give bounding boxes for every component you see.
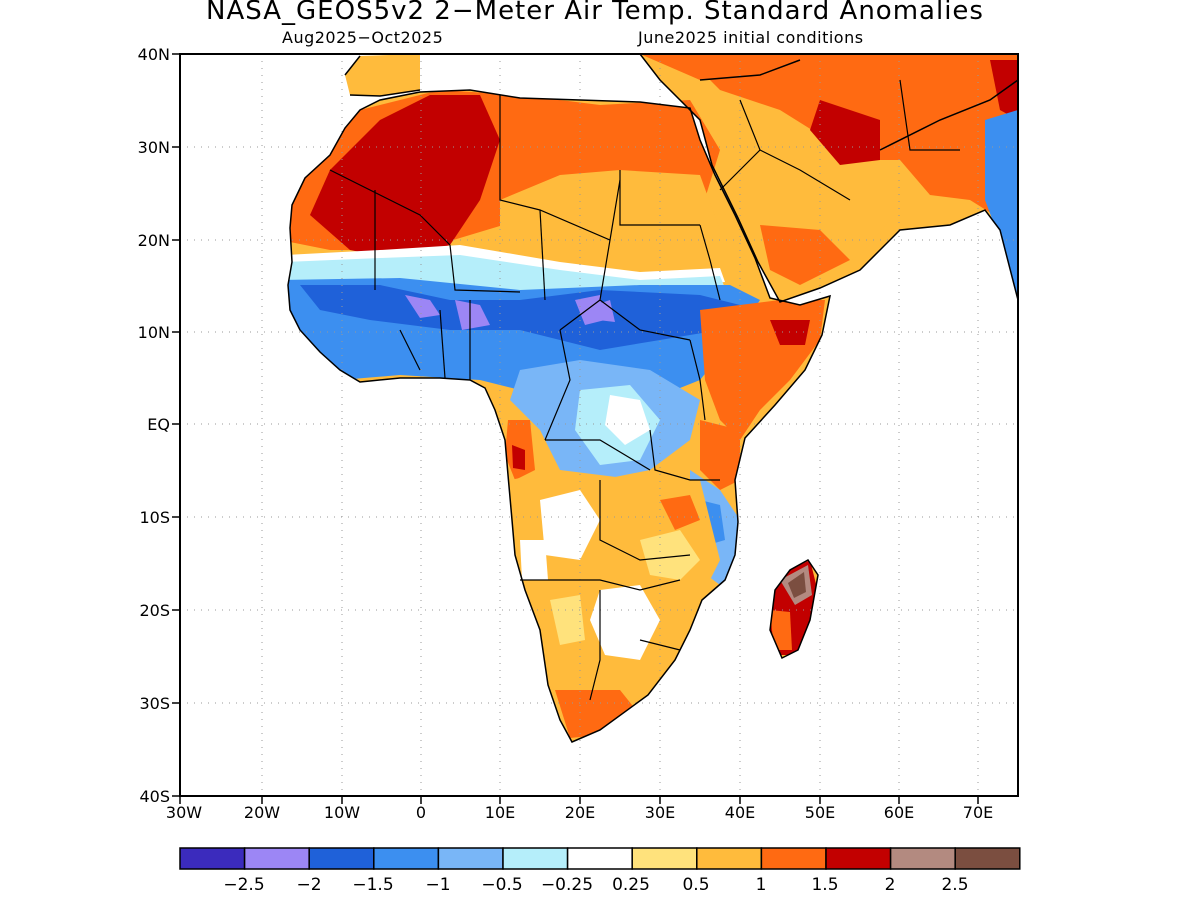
lat-label: 20N [138, 231, 170, 250]
colorbar-label: −1.5 [352, 875, 393, 895]
lon-label: 60E [884, 803, 914, 822]
lat-label: 20S [139, 601, 170, 620]
lat-label: 30N [138, 138, 170, 157]
lon-label: 20E [565, 803, 595, 822]
lon-label: 0 [416, 803, 426, 822]
lon-label: 50E [805, 803, 835, 822]
colorbar [179, 847, 1021, 870]
lat-label: EQ [147, 415, 170, 434]
lat-label: 40S [139, 787, 170, 806]
lat-label: 10N [138, 323, 170, 342]
longitude-labels: 30W 20W 10W 0 10E 20E 30E 40E 50E 60E 70… [166, 803, 993, 822]
lon-label: 20W [244, 803, 280, 822]
colorbar-label: 0.5 [682, 875, 709, 895]
colorbar-label: 2.5 [941, 875, 968, 895]
colorbar-swatch [373, 847, 440, 870]
colorbar-swatch [179, 847, 246, 870]
colorbar-label: −2.5 [223, 875, 264, 895]
colorbar-swatch [502, 847, 569, 870]
colorbar-label: 1.5 [811, 875, 838, 895]
colorbar-label: 2 [885, 875, 896, 895]
colorbar-swatch [308, 847, 375, 870]
colorbar-swatch [889, 847, 956, 870]
colorbar-label: 0.25 [612, 875, 650, 895]
lat-label: 10S [139, 508, 170, 527]
colorbar-swatch [566, 847, 633, 870]
graticule [180, 54, 1018, 796]
lon-label: 30E [645, 803, 675, 822]
lat-label: 40N [138, 45, 170, 64]
colorbar-label: −1 [425, 875, 450, 895]
colorbar-labels: −2.5 −2 −1.5 −1 −0.5 −0.25 0.25 0.5 1 1.… [223, 875, 968, 895]
lon-label: 70E [963, 803, 993, 822]
colorbar-swatch [437, 847, 504, 870]
colorbar-swatch [825, 847, 892, 870]
axis-ticks [172, 53, 979, 804]
colorbar-swatch [954, 847, 1021, 870]
coastlines [287, 54, 1018, 743]
colorbar-label: −0.5 [481, 875, 522, 895]
lat-label: 30S [139, 694, 170, 713]
lon-label: 40E [725, 803, 755, 822]
lon-label: 10W [324, 803, 360, 822]
latitude-labels: 40N 30N 20N 10N EQ 10S 20S 30S 40S [138, 45, 170, 806]
colorbar-swatch [760, 847, 827, 870]
colorbar-swatch [243, 847, 310, 870]
initial-conditions: June2025 initial conditions [638, 28, 864, 47]
map-title: NASA_GEOS5v2 2−Meter Air Temp. Standard … [206, 0, 984, 26]
colorbar-swatch [631, 847, 698, 870]
forecast-period: Aug2025−Oct2025 [282, 28, 444, 47]
country-borders [329, 79, 960, 701]
lon-label: 10E [485, 803, 515, 822]
colorbar-label: −0.25 [541, 875, 593, 895]
lon-label: 30W [166, 803, 202, 822]
colorbar-label: −2 [296, 875, 321, 895]
colorbar-label: 1 [756, 875, 767, 895]
colorbar-swatch [696, 847, 763, 870]
